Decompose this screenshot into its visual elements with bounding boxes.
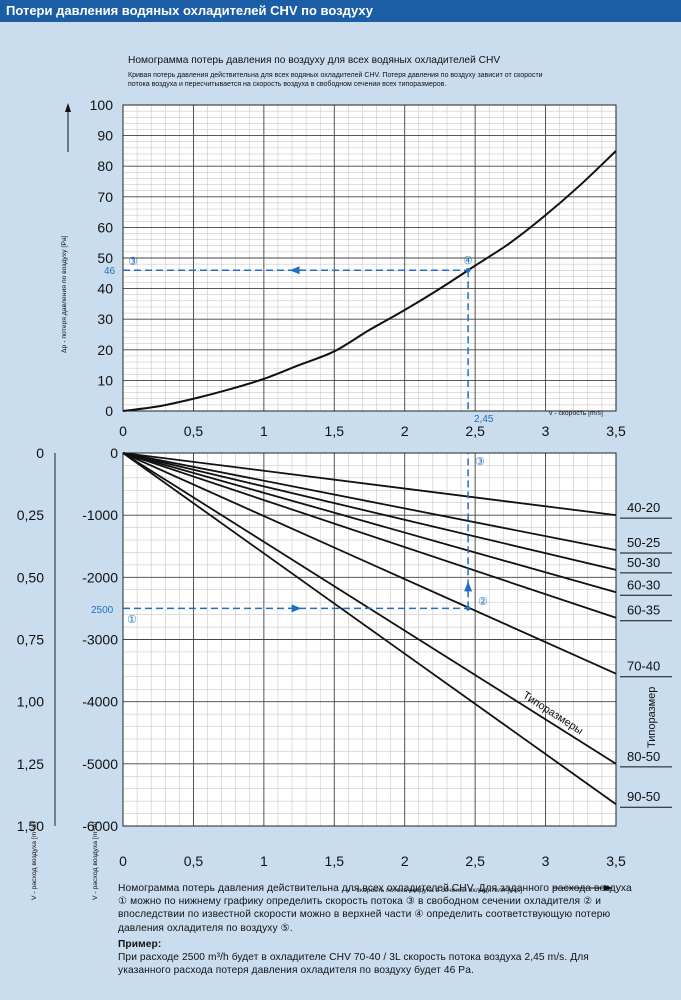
bottom-example-arrow-up <box>464 581 473 592</box>
example-text: При расходе 2500 m³/h будет в охладителе… <box>118 952 589 977</box>
size-line-60-35 <box>122 452 617 619</box>
size-line-50-25 <box>122 452 617 551</box>
top-plot: 0 10 20 30 40 50 60 70 80 90 100 0 0,5 1 1,5 2 2,5 3 3,5 <box>90 97 626 439</box>
bottom-secondary-y-tick-label: 0,50 <box>17 569 44 585</box>
bottom-x-tick-label: 1,5 <box>325 853 345 869</box>
bottom-secondary-y-tick-label: 1,25 <box>17 756 44 772</box>
circle-label-4: ④ <box>463 255 473 267</box>
top-x-axis-label: v - скорость [m/s] <box>549 410 603 417</box>
top-y-tick-label: 0 <box>105 403 113 419</box>
description-text: Номограмма потерь давления действительна… <box>118 883 632 934</box>
bottom-x-tick-label: 0 <box>119 853 127 869</box>
size-label-40-20: 40-20 <box>627 500 660 515</box>
bottom-secondary-y-tick-label: 0,75 <box>17 632 44 648</box>
circle-label-3-bottom: ③ <box>475 456 485 468</box>
bottom-example-point <box>465 606 471 611</box>
top-marker-x-label: 2,45 <box>474 414 494 425</box>
top-y-tick-label: 60 <box>97 219 113 235</box>
bottom-secondary-y-tick-label: 0 <box>36 445 44 461</box>
top-x-tick-label: 0 <box>119 423 127 439</box>
top-chart-title: Номограмма потерь давления по воздуху дл… <box>128 55 500 66</box>
bottom-secondary-y-tick-label: 0,25 <box>17 507 44 523</box>
size-label-60-30: 60-30 <box>627 577 660 592</box>
top-x-tick-label: 0,5 <box>184 423 204 439</box>
top-y-tick-label: 90 <box>97 128 113 144</box>
size-label-80-50: 80-50 <box>627 749 660 764</box>
bottom-secondary-y-tick-label: 1,00 <box>17 694 44 710</box>
size-line-90-50 <box>122 452 617 805</box>
bottom-x-tick-label: 3 <box>542 853 550 869</box>
bottom-y-tick-label: -4000 <box>82 694 118 710</box>
description-block: Номограмма потерь давления действительна… <box>118 882 638 977</box>
bottom-right-axis-label: V - расход воздуха [m³/h] <box>92 822 99 900</box>
bottom-x-tick-label: 0,5 <box>184 853 204 869</box>
size-label-60-35: 60-35 <box>627 603 660 618</box>
size-line-40-20 <box>122 452 617 517</box>
page-title: Потери давления водяных охладителей CHV … <box>6 3 374 18</box>
bottom-marker-value-label: 2500 <box>91 605 114 616</box>
size-label-50-30: 50-30 <box>627 555 660 570</box>
top-example-point <box>465 267 471 273</box>
bottom-secondary-y-tick-label: 1,50 <box>17 818 44 834</box>
bottom-x-tick-label: 3,5 <box>606 853 626 869</box>
bottom-y-tick-label: -3000 <box>82 632 118 648</box>
size-label-50-25: 50-25 <box>627 535 660 550</box>
top-y-tick-label: 40 <box>97 281 113 297</box>
top-y-tick-label: 50 <box>97 250 113 266</box>
circle-label-2: ② <box>478 596 488 608</box>
top-chart-subtitle-line-2: потока воздуха и пересчитывается на скор… <box>128 80 446 88</box>
size-line-50-30 <box>122 452 617 571</box>
example-title: Пример: <box>118 938 162 950</box>
top-x-tick-label: 3 <box>542 423 550 439</box>
bottom-y-tick-label: 0 <box>110 445 118 461</box>
bottom-example-arrow-right <box>291 604 302 613</box>
top-x-tick-label: 2,5 <box>465 423 485 439</box>
bottom-plot-frame <box>122 452 617 827</box>
size-line-70-40 <box>122 452 617 675</box>
bottom-x-tick-label: 2 <box>401 853 409 869</box>
bottom-y-tick-label: -5000 <box>82 756 118 772</box>
top-x-tick-label: 3,5 <box>606 423 626 439</box>
bottom-y-tick-label: -2000 <box>82 569 118 585</box>
circle-label-1: ① <box>127 614 137 626</box>
top-example-arrow <box>289 266 300 275</box>
top-y-tick-label: 80 <box>97 158 113 174</box>
top-y-tick-label: 70 <box>97 189 113 205</box>
title-bar: Потери давления водяных охладителей CHV … <box>0 0 681 22</box>
bottom-x-axis-arrowhead <box>604 885 613 891</box>
bottom-plot: 0-1000-2000-3000-4000-5000-600000,250,50… <box>17 445 672 869</box>
bottom-x-axis-label: v - скорость потока воздуха в сечении ох… <box>347 887 522 894</box>
top-chart-subtitle-line-1: Кривая потерь давления действительна для… <box>128 71 543 79</box>
bottom-y-tick-label: -6000 <box>82 818 118 834</box>
top-marker-value-label: 46 <box>104 266 116 277</box>
top-y-axis-arrowhead <box>65 103 71 112</box>
pressure-loss-curve <box>122 150 617 412</box>
size-column-title: Типоразмер <box>646 687 658 748</box>
size-line-60-30 <box>122 452 617 594</box>
top-plot-frame <box>122 104 617 412</box>
bottom-y-tick-label: -1000 <box>82 507 118 523</box>
top-y-tick-label: 100 <box>90 97 114 113</box>
bottom-x-tick-label: 1 <box>260 853 268 869</box>
top-y-tick-label: 20 <box>97 342 113 358</box>
bottom-left-axis-label: V - расход воздуха [m³/s] <box>31 822 38 900</box>
size-label-70-40: 70-40 <box>627 659 660 674</box>
top-x-tick-label: 2 <box>401 423 409 439</box>
top-y-axis-label: Δp - потеря давления по воздуху [Pa] <box>61 235 68 353</box>
top-x-tick-label: 1,5 <box>325 423 345 439</box>
bottom-x-tick-label: 2,5 <box>465 853 485 869</box>
top-y-tick-label: 30 <box>97 311 113 327</box>
size-label-90-50: 90-50 <box>627 789 660 804</box>
top-x-tick-label: 1 <box>260 423 268 439</box>
top-y-tick-label: 10 <box>97 372 113 388</box>
circle-label-3-top: ③ <box>128 256 138 268</box>
